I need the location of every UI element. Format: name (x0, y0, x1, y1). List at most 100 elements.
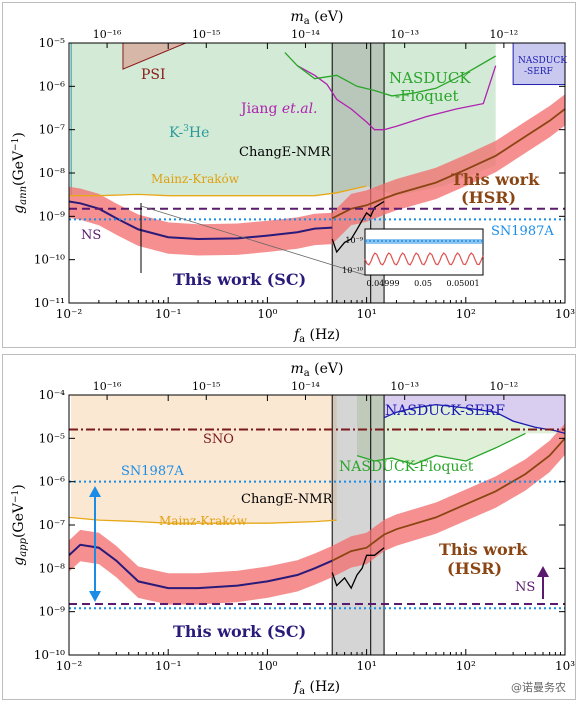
k3he-excluded-region (69, 43, 496, 196)
top-tick-label: 10⁻¹⁶ (93, 28, 122, 41)
psi-label: PSI (141, 67, 166, 83)
x-tick-label: 10⁰ (257, 659, 277, 673)
this-work-sc-label: This work (SC) (173, 270, 306, 289)
x-tick-label: 10⁻¹ (155, 307, 181, 321)
top-tick-label: 10⁻¹⁵ (192, 28, 221, 41)
change-nmr-label: ChangE-NMR (239, 145, 332, 160)
jiang-et-al--line (296, 65, 497, 131)
y-tick-label: 10⁻⁵ (39, 36, 66, 50)
nasduck-serf-label-1: NASDUCK (518, 56, 567, 66)
this-work-hsr-label-2: (HSR) (447, 559, 502, 578)
mainz-krakow-label: Mainz-Kraków (151, 172, 240, 186)
nasduck-floquet-label-2: -Floquet (395, 87, 458, 105)
top-tick-label: 10⁻¹² (490, 28, 519, 41)
x-tick-label: 10⁰ (257, 307, 277, 321)
y-axis-title: gapp(GeV−1) (11, 484, 29, 566)
y-tick-label: 10⁻¹⁰ (34, 648, 65, 662)
serf-excluded-region (384, 395, 565, 434)
bottom-chart-panel: 10⁻² 10⁻¹ 10⁰ 10¹ 10² 10³ 10⁻¹⁰ 10⁻⁹ 10⁻⁸ 10⁻⁷ 10⁻… (2, 354, 576, 700)
k3he-label: K-3He (169, 124, 209, 141)
x-tick-label: 10⁻² (56, 307, 83, 321)
top-tick-label: 10⁻¹⁴ (291, 28, 320, 41)
plot-area (69, 395, 565, 655)
change-nmr-line (331, 547, 385, 590)
x-axis-title: fa (Hz) (293, 679, 340, 697)
y-tick-label: 10⁻⁷ (39, 518, 66, 532)
double-arrow-head-down (89, 591, 101, 602)
mainz-krak-w-line (69, 185, 367, 197)
y-tick-label: 10⁻¹¹ (34, 296, 65, 310)
sno-label: SNO (203, 432, 234, 447)
bottom-chart-svg: 10⁻² 10⁻¹ 10⁰ 10¹ 10² 10³ 10⁻¹⁰ 10⁻⁹ 10⁻⁸ 10⁻⁷ 10⁻… (11, 361, 575, 697)
nasduck-serf-region (512, 43, 565, 86)
top-tick-label: 10⁻¹³ (390, 380, 419, 393)
ns-label: NS (515, 580, 535, 595)
x-axis-title: fa (Hz) (293, 327, 340, 345)
nasduck-floquet-line (356, 432, 526, 466)
watermark: @诺曼务农 (511, 681, 566, 694)
y-tick-label: 10⁻⁵ (39, 431, 66, 445)
top-tick-label: 10⁻¹⁴ (291, 380, 320, 393)
change-nmr-label: ChangE-NMR (241, 492, 334, 507)
this-work-hsr-label-2: (HSR) (461, 188, 516, 207)
mainz-excluded-region (69, 395, 337, 524)
inset-x-tick-label: 0.04999 (366, 279, 399, 288)
top-tick-label: 10⁻¹² (490, 380, 519, 393)
sn1987a-label: SN1987A (491, 224, 554, 239)
top-chart-panel: 10⁻² 10⁻¹ 10⁰ 10¹ 10² 10³ 10⁻¹¹ 10⁻¹⁰ 10⁻⁹ 10⁻⁸ 10… (2, 2, 576, 348)
inset-y-tick-label: 10⁻⁹ (345, 236, 363, 245)
this-work-hsr-label-1: This work (439, 540, 528, 559)
x-tick-label: 10¹ (357, 307, 377, 321)
y-tick-label: 10⁻⁷ (39, 123, 66, 137)
x-tick-label: 10⁻² (56, 659, 83, 673)
nasduck-floquet-label: NASDUCK-Floquet (339, 459, 474, 475)
y-tick-label: 10⁻⁸ (39, 561, 66, 575)
ns-arrow-head (537, 566, 549, 577)
y-axis-title: gann(GeV−1) (11, 132, 29, 214)
sn1987a-label: SN1987A (121, 464, 184, 479)
inset-x-tick-label: 0.05001 (446, 279, 479, 288)
this-work-hsr--line (331, 108, 565, 220)
this-work-sc-label: This work (SC) (173, 622, 306, 641)
jiang-label: Jiang et.al. (239, 101, 318, 117)
top-chart-svg: 10⁻² 10⁻¹ 10⁰ 10¹ 10² 10³ 10⁻¹¹ 10⁻¹⁰ 10⁻⁹ 10⁻⁸ 10… (11, 9, 575, 345)
inset-connector-line (140, 205, 366, 276)
top-tick-label: 10⁻¹⁶ (93, 380, 122, 393)
this-work-hsr-label-1: This work (451, 170, 540, 189)
this-work-hsr--line (331, 437, 565, 562)
nasduck-floquet-line (284, 52, 497, 97)
nasduck-floquet-label-1: NASDUCK (389, 69, 471, 87)
inset-signal-line (364, 252, 484, 266)
y-tick-label: 10⁻⁶ (39, 475, 66, 489)
x-tick-label: 10³ (555, 307, 575, 321)
change-grey-region (331, 395, 385, 655)
ns-label: NS (81, 228, 101, 243)
psi-region (122, 43, 186, 70)
y-tick-label: 10⁻⁹ (39, 605, 66, 619)
this-work-red-band (69, 94, 565, 256)
double-arrow-head-up (89, 486, 101, 497)
x-tick-label: 10¹ (357, 659, 377, 673)
y-tick-label: 10⁻⁴ (39, 388, 66, 402)
plot-area (69, 43, 565, 303)
x-tick-label: 10⁻¹ (155, 659, 181, 673)
inset-x-tick-label: 0.05 (414, 279, 432, 288)
top-tick-label: 10⁻¹³ (390, 28, 419, 41)
y-tick-label: 10⁻⁶ (39, 79, 66, 93)
y-tick-label: 10⁻⁸ (39, 166, 66, 180)
y-tick-label: 10⁻¹⁰ (34, 253, 65, 267)
x-tick-label: 10² (456, 659, 476, 673)
x-tick-label: 10³ (555, 659, 575, 673)
top-axis-title: ma (eV) (290, 9, 343, 27)
x-tick-label: 10² (456, 307, 476, 321)
top-axis-title: ma (eV) (290, 361, 343, 379)
inset-y-tick-label: 10⁻¹⁰ (342, 266, 363, 275)
top-tick-label: 10⁻¹⁵ (192, 380, 221, 393)
nasduck-serf-label-2: -SERF (524, 67, 553, 77)
change-nmr-line (331, 200, 385, 254)
inset-sn-band (365, 239, 483, 244)
nasduck-serf-label: NASDUCK-SERF (385, 403, 505, 419)
inset-frame (364, 228, 484, 276)
mainz-krak-w-line (69, 516, 337, 524)
y-tick-label: 10⁻⁹ (39, 209, 66, 223)
